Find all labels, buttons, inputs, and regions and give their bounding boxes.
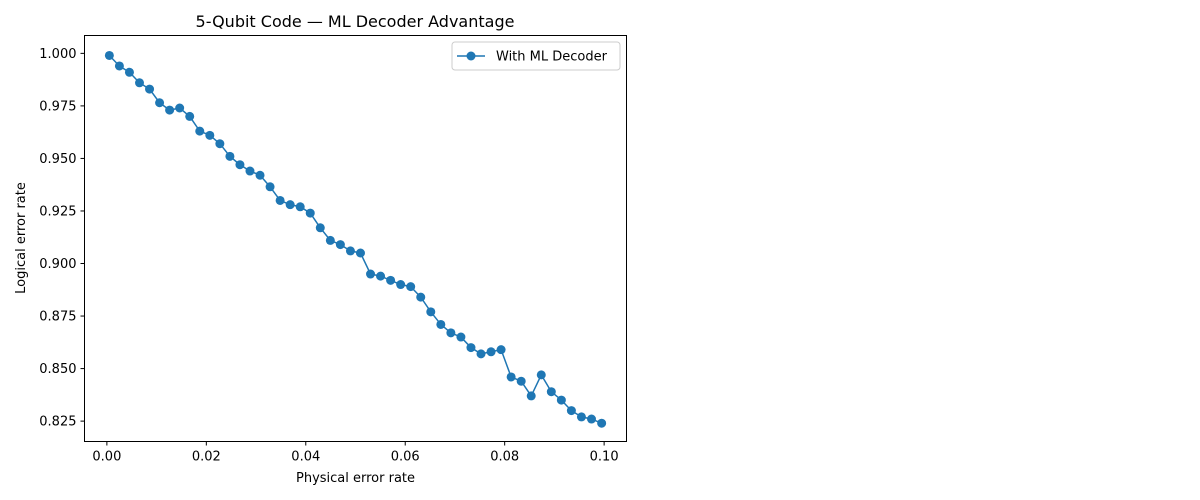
y-axis: 0.825 0.850 0.875 0.900 0.925 0.950 0.975 1.000 — [39, 47, 85, 430]
data-point — [175, 103, 185, 113]
legend-box — [451, 41, 621, 71]
data-point — [386, 275, 396, 285]
x-tick-label: 0.02 — [192, 450, 221, 465]
data-point — [396, 280, 406, 290]
legend: With ML Decoder — [451, 41, 621, 71]
data-point — [376, 271, 386, 281]
data-point — [597, 418, 607, 428]
x-axis-label: Physical error rate — [296, 471, 415, 486]
data-point — [124, 67, 134, 77]
data-point — [205, 130, 215, 140]
data-point — [456, 332, 466, 342]
data-point — [526, 391, 536, 401]
x-tick-label: 0.10 — [590, 450, 619, 465]
data-point — [345, 246, 355, 256]
data-point — [486, 347, 496, 357]
plot-area — [84, 35, 627, 442]
data-point — [325, 235, 335, 245]
data-point — [335, 240, 345, 250]
y-tick-label: 0.900 — [39, 257, 76, 272]
y-axis-label: Logical error rate — [14, 182, 29, 294]
data-point — [285, 200, 295, 210]
data-point — [305, 208, 315, 218]
data-point — [255, 170, 265, 180]
legend-label: With ML Decoder — [496, 50, 608, 65]
x-axis: 0.00 0.02 0.04 0.06 0.08 0.10 — [92, 441, 619, 465]
x-tick-label: 0.08 — [490, 450, 519, 465]
plot-frame — [84, 35, 627, 442]
y-tick-label: 1.000 — [39, 47, 76, 62]
y-tick-label: 0.950 — [39, 152, 76, 167]
y-tick-label: 0.925 — [39, 204, 76, 219]
data-point — [275, 195, 285, 205]
data-point — [145, 84, 155, 94]
data-point — [516, 376, 526, 386]
data-point — [406, 282, 416, 292]
data-point — [556, 395, 566, 405]
data-point — [586, 414, 596, 424]
data-point — [235, 160, 245, 170]
data-point — [366, 269, 376, 279]
y-tick-label: 0.875 — [39, 310, 76, 325]
data-point — [104, 50, 114, 60]
data-point — [546, 387, 556, 397]
y-tick-label: 0.850 — [39, 362, 76, 377]
data-point — [476, 349, 486, 359]
x-tick-label: 0.04 — [291, 450, 320, 465]
x-tick-label: 0.06 — [391, 450, 420, 465]
data-point — [295, 202, 305, 212]
legend-marker — [466, 51, 476, 61]
data-point — [265, 182, 275, 192]
data-point — [446, 328, 456, 338]
data-point — [195, 126, 205, 136]
data-point — [245, 166, 255, 176]
series-layer — [104, 50, 607, 428]
data-point — [576, 412, 586, 422]
y-tick-label: 0.825 — [39, 415, 76, 430]
data-point — [426, 307, 436, 317]
data-point — [496, 345, 506, 355]
data-point — [416, 292, 426, 302]
data-point — [506, 372, 516, 382]
x-tick-label: 0.00 — [92, 450, 121, 465]
data-point — [436, 319, 446, 329]
data-point — [566, 406, 576, 416]
y-tick-label: 0.975 — [39, 99, 76, 114]
data-point — [165, 105, 175, 115]
data-point — [536, 370, 546, 380]
data-point — [215, 139, 225, 149]
data-point — [225, 151, 235, 161]
data-point — [355, 248, 365, 258]
data-point — [114, 61, 124, 71]
data-point — [315, 223, 325, 233]
data-point — [155, 98, 165, 108]
chart-title: 5-Qubit Code — ML Decoder Advantage — [196, 12, 515, 31]
data-point — [185, 111, 195, 121]
data-point — [466, 343, 476, 353]
data-point — [135, 78, 144, 88]
